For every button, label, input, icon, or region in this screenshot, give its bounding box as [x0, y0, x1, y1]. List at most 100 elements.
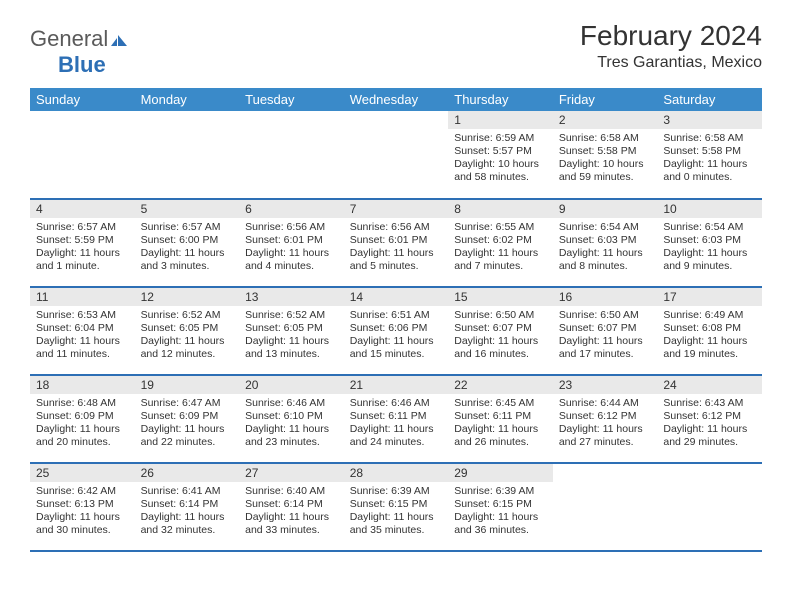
day-body: Sunrise: 6:46 AMSunset: 6:11 PMDaylight:… — [344, 394, 449, 453]
daylight-text: Daylight: 11 hours and 8 minutes. — [559, 247, 652, 273]
day-number: 16 — [553, 288, 658, 306]
day-cell: 6Sunrise: 6:56 AMSunset: 6:01 PMDaylight… — [239, 199, 344, 287]
day-body: Sunrise: 6:47 AMSunset: 6:09 PMDaylight:… — [135, 394, 240, 453]
day-body: Sunrise: 6:54 AMSunset: 6:03 PMDaylight:… — [553, 218, 658, 277]
sunset-text: Sunset: 6:13 PM — [36, 498, 129, 511]
week-row: 11Sunrise: 6:53 AMSunset: 6:04 PMDayligh… — [30, 287, 762, 375]
day-body: Sunrise: 6:57 AMSunset: 6:00 PMDaylight:… — [135, 218, 240, 277]
day-cell: 26Sunrise: 6:41 AMSunset: 6:14 PMDayligh… — [135, 463, 240, 551]
daylight-text: Daylight: 11 hours and 1 minute. — [36, 247, 129, 273]
week-row: 18Sunrise: 6:48 AMSunset: 6:09 PMDayligh… — [30, 375, 762, 463]
dow-friday: Friday — [553, 88, 658, 111]
sunrise-text: Sunrise: 6:52 AM — [245, 309, 338, 322]
empty-cell — [30, 111, 135, 199]
dow-saturday: Saturday — [657, 88, 762, 111]
sunset-text: Sunset: 6:00 PM — [141, 234, 234, 247]
sunset-text: Sunset: 6:03 PM — [663, 234, 756, 247]
day-number: 3 — [657, 111, 762, 129]
sunrise-text: Sunrise: 6:46 AM — [245, 397, 338, 410]
day-body: Sunrise: 6:58 AMSunset: 5:58 PMDaylight:… — [657, 129, 762, 188]
calendar-body: 1Sunrise: 6:59 AMSunset: 5:57 PMDaylight… — [30, 111, 762, 551]
daylight-text: Daylight: 11 hours and 35 minutes. — [350, 511, 443, 537]
day-cell: 19Sunrise: 6:47 AMSunset: 6:09 PMDayligh… — [135, 375, 240, 463]
day-number: 5 — [135, 200, 240, 218]
sunset-text: Sunset: 5:58 PM — [559, 145, 652, 158]
day-body: Sunrise: 6:52 AMSunset: 6:05 PMDaylight:… — [239, 306, 344, 365]
sunrise-text: Sunrise: 6:52 AM — [141, 309, 234, 322]
empty-cell — [135, 111, 240, 199]
sunset-text: Sunset: 5:58 PM — [663, 145, 756, 158]
sunset-text: Sunset: 6:04 PM — [36, 322, 129, 335]
day-cell: 22Sunrise: 6:45 AMSunset: 6:11 PMDayligh… — [448, 375, 553, 463]
sunrise-text: Sunrise: 6:49 AM — [663, 309, 756, 322]
day-number: 27 — [239, 464, 344, 482]
day-body: Sunrise: 6:56 AMSunset: 6:01 PMDaylight:… — [344, 218, 449, 277]
empty-cell — [344, 111, 449, 199]
week-row: 1Sunrise: 6:59 AMSunset: 5:57 PMDaylight… — [30, 111, 762, 199]
logo-blue: Blue — [58, 52, 106, 77]
sunset-text: Sunset: 6:11 PM — [350, 410, 443, 423]
day-number: 15 — [448, 288, 553, 306]
daylight-text: Daylight: 11 hours and 9 minutes. — [663, 247, 756, 273]
daylight-text: Daylight: 11 hours and 23 minutes. — [245, 423, 338, 449]
daylight-text: Daylight: 11 hours and 29 minutes. — [663, 423, 756, 449]
sunset-text: Sunset: 6:12 PM — [559, 410, 652, 423]
day-cell: 12Sunrise: 6:52 AMSunset: 6:05 PMDayligh… — [135, 287, 240, 375]
day-body: Sunrise: 6:56 AMSunset: 6:01 PMDaylight:… — [239, 218, 344, 277]
day-cell: 16Sunrise: 6:50 AMSunset: 6:07 PMDayligh… — [553, 287, 658, 375]
day-cell: 17Sunrise: 6:49 AMSunset: 6:08 PMDayligh… — [657, 287, 762, 375]
daylight-text: Daylight: 11 hours and 12 minutes. — [141, 335, 234, 361]
day-number: 7 — [344, 200, 449, 218]
logo: General Blue — [30, 26, 133, 78]
sunrise-text: Sunrise: 6:56 AM — [245, 221, 338, 234]
sunrise-text: Sunrise: 6:39 AM — [350, 485, 443, 498]
day-number: 14 — [344, 288, 449, 306]
day-body: Sunrise: 6:42 AMSunset: 6:13 PMDaylight:… — [30, 482, 135, 541]
sunset-text: Sunset: 6:07 PM — [454, 322, 547, 335]
day-body: Sunrise: 6:53 AMSunset: 6:04 PMDaylight:… — [30, 306, 135, 365]
daylight-text: Daylight: 11 hours and 33 minutes. — [245, 511, 338, 537]
day-cell: 21Sunrise: 6:46 AMSunset: 6:11 PMDayligh… — [344, 375, 449, 463]
week-row: 4Sunrise: 6:57 AMSunset: 5:59 PMDaylight… — [30, 199, 762, 287]
day-cell: 7Sunrise: 6:56 AMSunset: 6:01 PMDaylight… — [344, 199, 449, 287]
day-cell: 24Sunrise: 6:43 AMSunset: 6:12 PMDayligh… — [657, 375, 762, 463]
daylight-text: Daylight: 11 hours and 15 minutes. — [350, 335, 443, 361]
day-number: 8 — [448, 200, 553, 218]
sunset-text: Sunset: 6:02 PM — [454, 234, 547, 247]
daylight-text: Daylight: 11 hours and 24 minutes. — [350, 423, 443, 449]
day-body: Sunrise: 6:55 AMSunset: 6:02 PMDaylight:… — [448, 218, 553, 277]
month-title: February 2024 — [580, 20, 762, 52]
daylight-text: Daylight: 11 hours and 11 minutes. — [36, 335, 129, 361]
location-subtitle: Tres Garantias, Mexico — [580, 54, 762, 72]
day-number: 17 — [657, 288, 762, 306]
sunset-text: Sunset: 6:01 PM — [350, 234, 443, 247]
dow-sunday: Sunday — [30, 88, 135, 111]
sunrise-text: Sunrise: 6:47 AM — [141, 397, 234, 410]
sunset-text: Sunset: 6:03 PM — [559, 234, 652, 247]
sunrise-text: Sunrise: 6:46 AM — [350, 397, 443, 410]
day-number: 28 — [344, 464, 449, 482]
day-number: 22 — [448, 376, 553, 394]
daylight-text: Daylight: 11 hours and 36 minutes. — [454, 511, 547, 537]
page-header: General Blue February 2024 Tres Garantia… — [30, 20, 762, 78]
sunrise-text: Sunrise: 6:57 AM — [141, 221, 234, 234]
sunrise-text: Sunrise: 6:42 AM — [36, 485, 129, 498]
dow-row: Sunday Monday Tuesday Wednesday Thursday… — [30, 88, 762, 111]
day-body: Sunrise: 6:50 AMSunset: 6:07 PMDaylight:… — [553, 306, 658, 365]
sunset-text: Sunset: 6:06 PM — [350, 322, 443, 335]
daylight-text: Daylight: 11 hours and 0 minutes. — [663, 158, 756, 184]
sunset-text: Sunset: 5:57 PM — [454, 145, 547, 158]
dow-monday: Monday — [135, 88, 240, 111]
sunrise-text: Sunrise: 6:58 AM — [663, 132, 756, 145]
empty-cell — [239, 111, 344, 199]
day-cell: 5Sunrise: 6:57 AMSunset: 6:00 PMDaylight… — [135, 199, 240, 287]
day-cell: 27Sunrise: 6:40 AMSunset: 6:14 PMDayligh… — [239, 463, 344, 551]
logo-text: General Blue — [30, 26, 133, 78]
daylight-text: Daylight: 10 hours and 58 minutes. — [454, 158, 547, 184]
day-body: Sunrise: 6:52 AMSunset: 6:05 PMDaylight:… — [135, 306, 240, 365]
daylight-text: Daylight: 11 hours and 13 minutes. — [245, 335, 338, 361]
daylight-text: Daylight: 11 hours and 16 minutes. — [454, 335, 547, 361]
sunrise-text: Sunrise: 6:43 AM — [663, 397, 756, 410]
sunrise-text: Sunrise: 6:50 AM — [454, 309, 547, 322]
daylight-text: Daylight: 11 hours and 26 minutes. — [454, 423, 547, 449]
